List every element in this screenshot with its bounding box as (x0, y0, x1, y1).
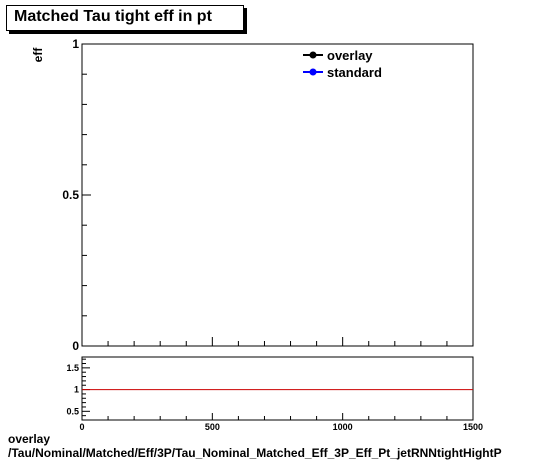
y-tick-label: 0 (72, 339, 79, 353)
x-tick-label: 500 (205, 422, 220, 432)
legend-marker-overlay (309, 51, 317, 59)
footer-label: overlay (8, 432, 51, 446)
x-tick-label: 1500 (463, 422, 483, 432)
legend-label-overlay: overlay (327, 48, 373, 63)
legend-marker-standard (309, 68, 317, 76)
ratio-plot-frame (81, 356, 474, 421)
y-tick-label: 0.5 (62, 188, 79, 202)
chart-title: Matched Tau tight eff in pt (14, 8, 212, 25)
chart-title-box: Matched Tau tight eff in pt (6, 5, 244, 31)
legend-label-standard: standard (327, 65, 382, 80)
x-tick-label: 0 (79, 422, 84, 432)
main-plot-frame (81, 43, 474, 347)
ratio-y-tick-label: 1.5 (66, 363, 79, 373)
footer-path: /Tau/Nominal/Matched/Eff/3P/Tau_Nominal_… (8, 446, 502, 460)
ratio-y-tick-label: 0.5 (66, 406, 79, 416)
x-tick-label: 1000 (333, 422, 353, 432)
ratio-y-tick-label: 1 (74, 385, 79, 395)
y-tick-label: 1 (72, 37, 79, 51)
y-axis-label: eff (31, 47, 45, 63)
